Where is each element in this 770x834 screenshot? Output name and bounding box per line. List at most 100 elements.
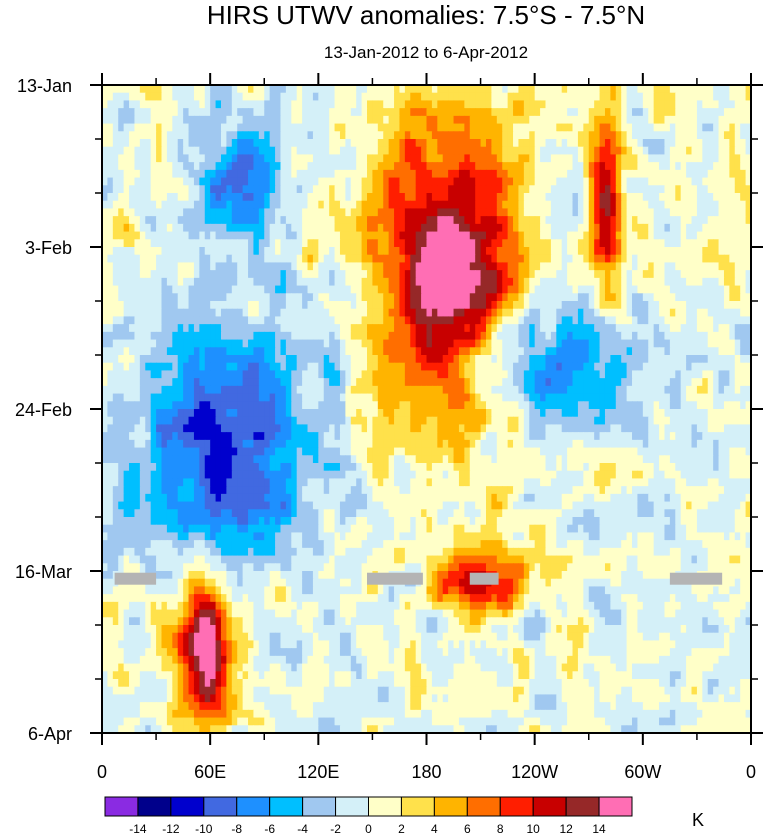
- anomaly-cell: [567, 231, 574, 240]
- anomaly-cell: [675, 347, 682, 356]
- anomaly-cell: [361, 316, 368, 325]
- anomaly-cell: [561, 208, 568, 217]
- anomaly-cell: [242, 169, 249, 179]
- anomaly-cell: [723, 208, 730, 217]
- anomaly-cell: [702, 285, 709, 294]
- anomaly-cell: [610, 301, 617, 310]
- anomaly-cell: [150, 131, 157, 140]
- anomaly-cell: [269, 185, 276, 194]
- anomaly-cell: [545, 231, 552, 240]
- anomaly-cell: [383, 285, 390, 294]
- anomaly-cell: [302, 193, 309, 202]
- anomaly-cell: [491, 277, 498, 287]
- anomaly-cell: [485, 324, 492, 333]
- anomaly-cell: [421, 293, 428, 302]
- anomaly-cell: [507, 347, 514, 356]
- anomaly-cell: [296, 316, 303, 325]
- anomaly-cell: [421, 223, 428, 233]
- anomaly-cell: [588, 208, 595, 217]
- anomaly-cell: [496, 393, 503, 402]
- anomaly-cell: [680, 123, 687, 132]
- anomaly-cell: [458, 154, 465, 163]
- anomaly-cell: [345, 85, 352, 94]
- anomaly-cell: [210, 169, 217, 179]
- anomaly-cell: [734, 393, 741, 402]
- anomaly-cell: [610, 162, 617, 171]
- anomaly-cell: [307, 362, 314, 372]
- anomaly-cell: [491, 362, 498, 372]
- anomaly-cell: [426, 200, 433, 210]
- anomaly-cell: [248, 200, 255, 210]
- anomaly-cell: [556, 254, 563, 264]
- anomaly-cell: [648, 154, 655, 163]
- anomaly-cell: [172, 339, 179, 348]
- anomaly-cell: [545, 285, 552, 294]
- anomaly-cell: [686, 108, 693, 117]
- anomaly-cell: [415, 285, 422, 294]
- anomaly-cell: [529, 277, 536, 287]
- anomaly-cell: [485, 108, 492, 117]
- anomaly-cell: [437, 293, 444, 302]
- anomaly-cell: [496, 293, 503, 302]
- anomaly-cell: [442, 355, 449, 364]
- anomaly-cell: [421, 200, 428, 210]
- anomaly-cell: [437, 123, 444, 132]
- anomaly-cell: [453, 247, 460, 256]
- anomaly-cell: [345, 277, 352, 287]
- anomaly-cell: [226, 339, 233, 348]
- anomaly-cell: [583, 108, 590, 117]
- anomaly-cell: [156, 108, 163, 117]
- anomaly-cell: [210, 100, 217, 109]
- anomaly-cell: [123, 85, 130, 94]
- anomaly-cell: [642, 247, 649, 256]
- anomaly-cell: [572, 370, 579, 379]
- anomaly-cell: [485, 277, 492, 287]
- anomaly-cell: [134, 355, 141, 364]
- anomaly-cell: [621, 378, 628, 387]
- anomaly-cell: [502, 131, 509, 140]
- anomaly-cell: [442, 154, 449, 163]
- anomaly-cell: [675, 301, 682, 310]
- anomaly-cell: [183, 308, 190, 318]
- anomaly-cell: [669, 316, 676, 325]
- anomaly-cell: [318, 308, 325, 318]
- anomaly-cell: [421, 370, 428, 379]
- anomaly-cell: [642, 169, 649, 179]
- anomaly-cell: [102, 301, 109, 310]
- anomaly-cell: [561, 293, 568, 302]
- anomaly-cell: [534, 254, 541, 264]
- anomaly-cell: [610, 362, 617, 372]
- anomaly-cell: [615, 154, 622, 163]
- anomaly-cell: [345, 347, 352, 356]
- anomaly-cell: [129, 208, 136, 217]
- anomaly-cell: [204, 169, 211, 179]
- anomaly-cell: [475, 223, 482, 233]
- anomaly-cell: [669, 92, 676, 102]
- anomaly-cell: [610, 108, 617, 117]
- anomaly-cell: [177, 162, 184, 171]
- anomaly-cell: [367, 123, 374, 132]
- anomaly-cell: [675, 239, 682, 248]
- anomaly-cell: [664, 108, 671, 117]
- anomaly-cell: [691, 378, 698, 387]
- anomaly-cell: [442, 370, 449, 379]
- anomaly-cell: [632, 115, 639, 125]
- anomaly-cell: [642, 277, 649, 287]
- anomaly-cell: [577, 301, 584, 310]
- anomaly-cell: [210, 115, 217, 125]
- anomaly-cell: [696, 193, 703, 202]
- anomaly-cell: [458, 393, 465, 402]
- anomaly-cell: [734, 370, 741, 379]
- anomaly-cell: [237, 177, 244, 186]
- anomaly-cell: [680, 193, 687, 202]
- anomaly-cell: [269, 331, 276, 341]
- anomaly-cell: [653, 331, 660, 341]
- anomaly-cell: [334, 162, 341, 171]
- anomaly-cell: [431, 331, 438, 341]
- anomaly-cell: [220, 347, 227, 356]
- anomaly-cell: [604, 193, 611, 202]
- anomaly-cell: [410, 285, 417, 294]
- anomaly-cell: [156, 216, 163, 225]
- anomaly-cell: [583, 277, 590, 287]
- anomaly-cell: [523, 115, 530, 125]
